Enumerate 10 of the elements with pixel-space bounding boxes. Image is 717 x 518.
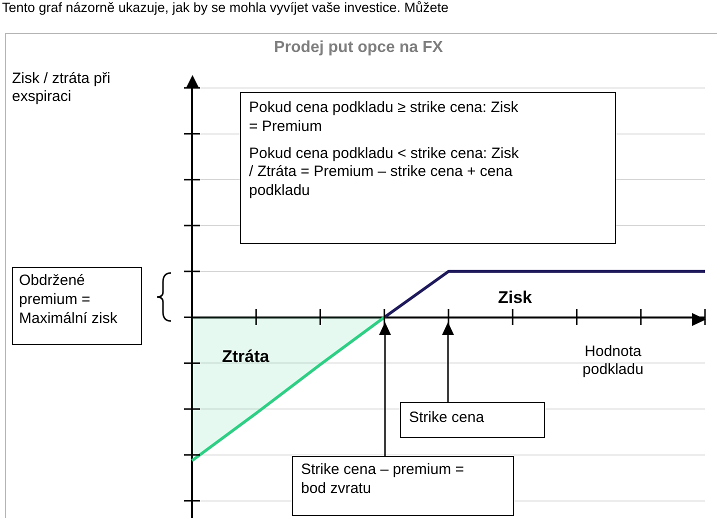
x-axis-title: Hodnota podkladu bbox=[582, 343, 644, 379]
text-box: Pokud cena podkladu ≥ strike cena: Zisk = Premium Pokud cena podkladu < strike cena: Zisk / Ztráta = Premium – strike cena + cena podkladu bbox=[240, 92, 616, 244]
annotation: Zisk bbox=[498, 288, 532, 308]
chart-title: Prodej put opce na FX bbox=[273, 38, 444, 58]
text: Zisk / ztráta při exspiraci bbox=[12, 70, 112, 106]
text-box: Obdržené premium = Maximální zisk bbox=[12, 267, 142, 345]
text-box: Strike cena bbox=[400, 402, 545, 438]
text-box: Strike cena – premium = bod zvratu bbox=[292, 456, 514, 516]
annotation: Ztráta bbox=[222, 347, 270, 368]
text: Tento graf názorně ukazuje, jak by se mohla vyvíjet vaše investice. Můžete bbox=[2, 0, 448, 16]
